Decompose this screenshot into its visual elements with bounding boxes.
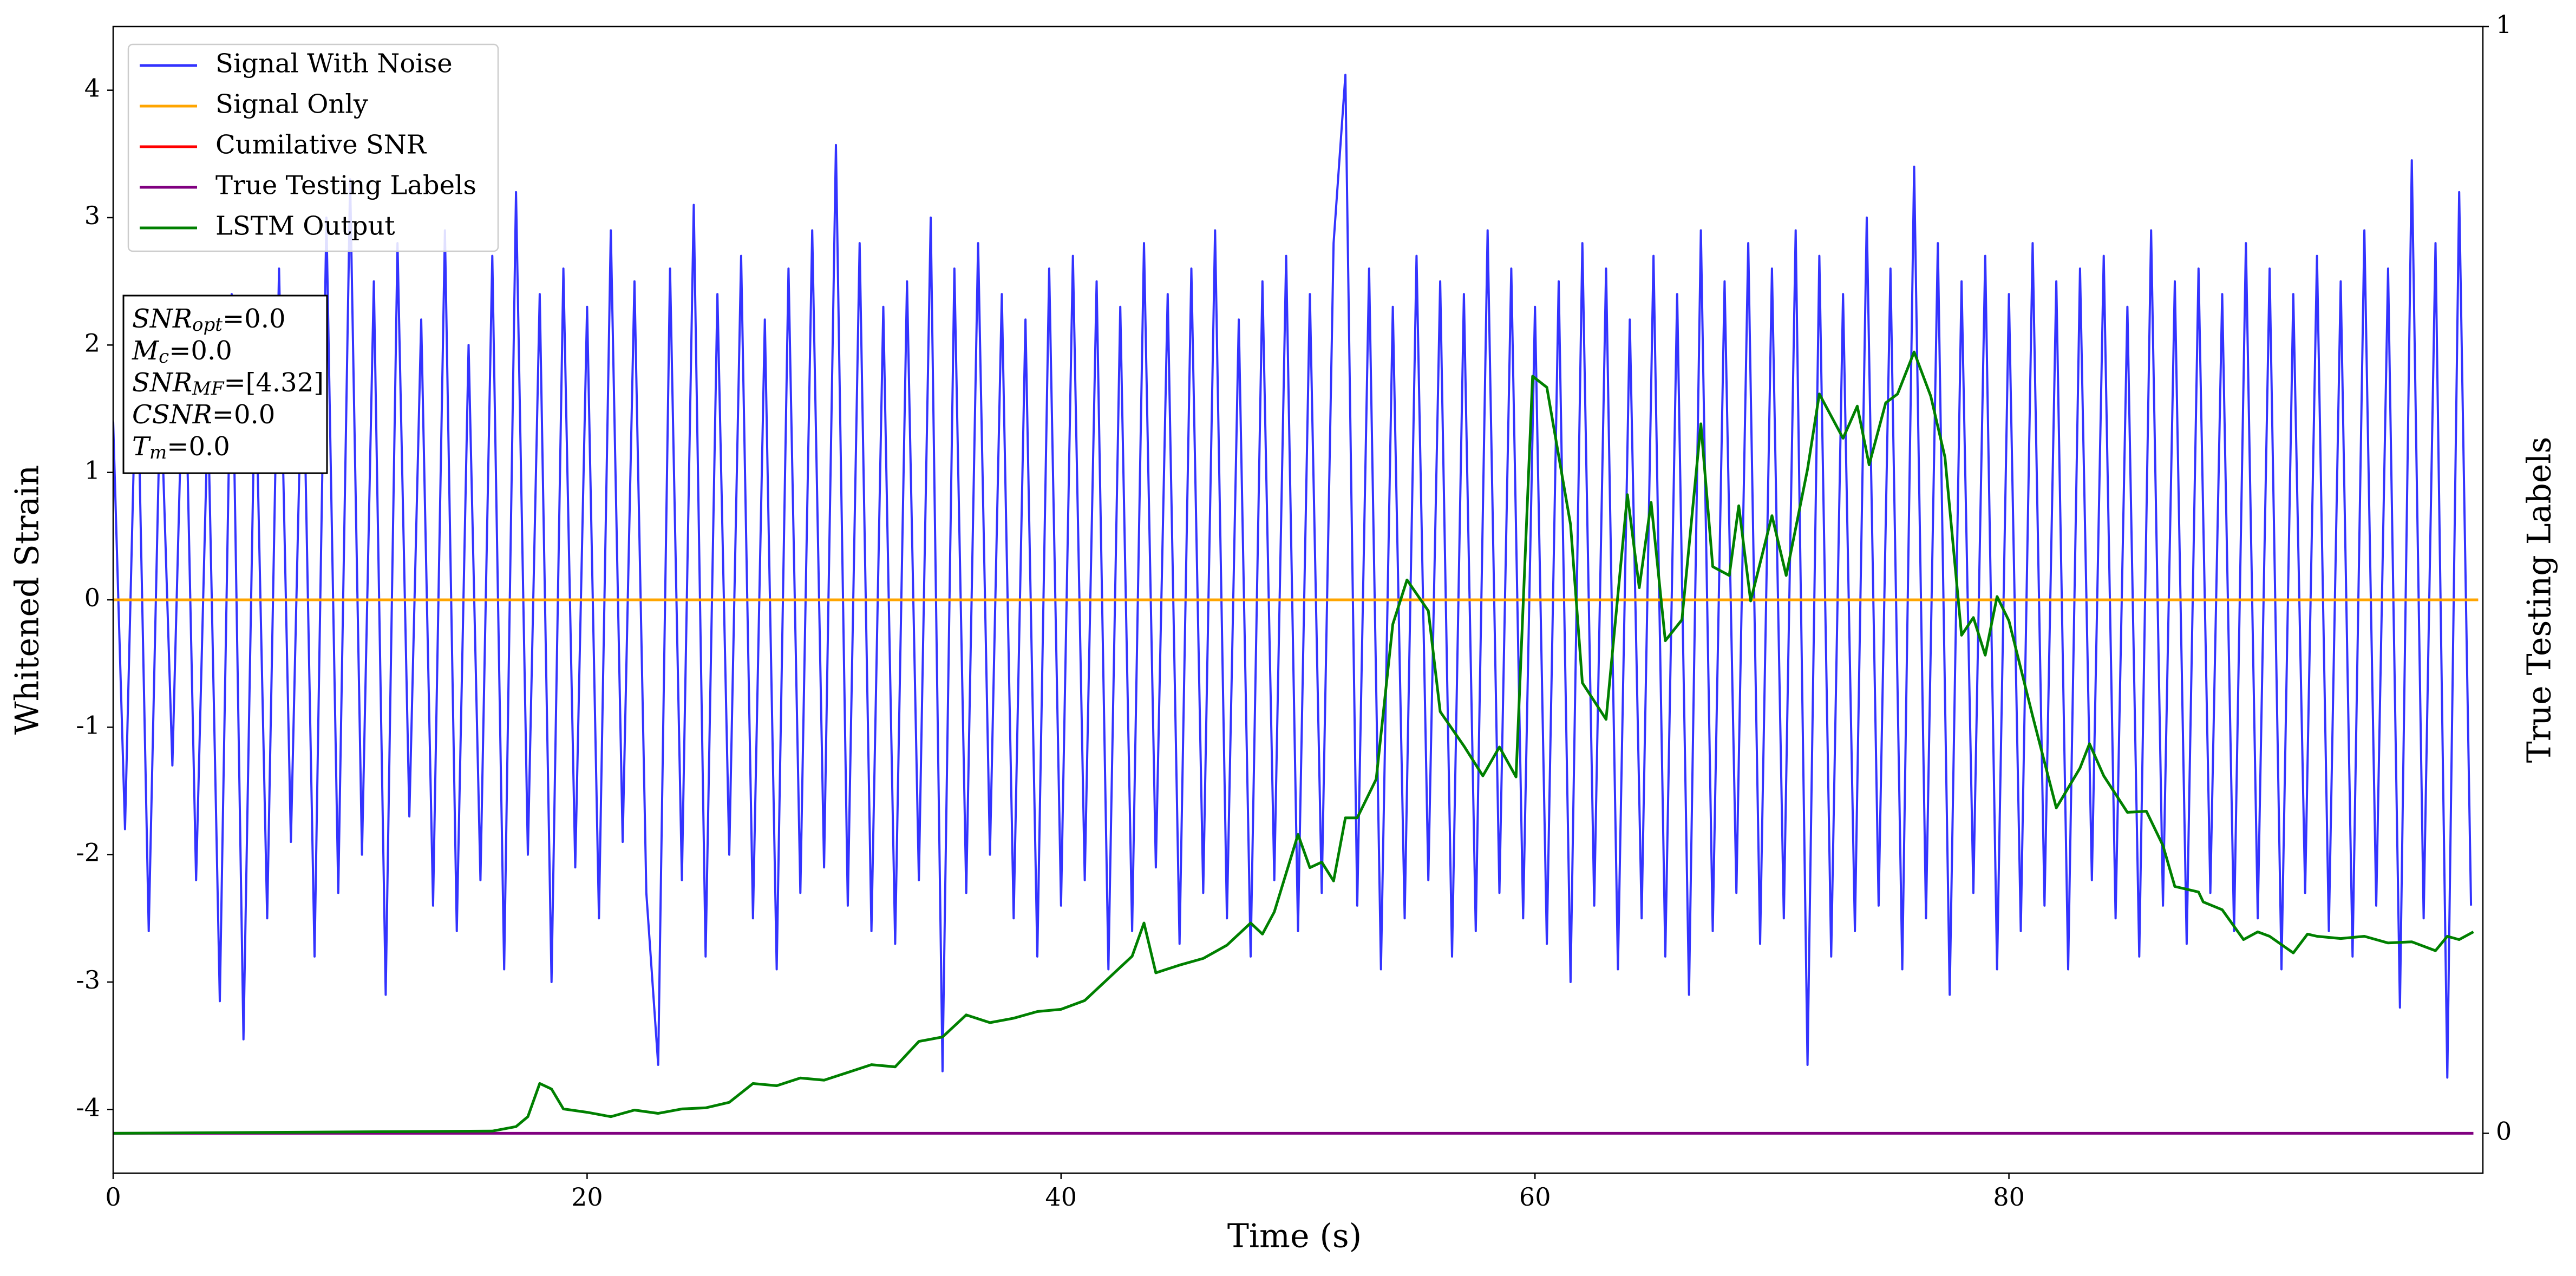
y-tick-label: -2 — [76, 838, 100, 867]
y-tick-label: 2 — [84, 328, 100, 357]
y-tick-label: -1 — [76, 710, 100, 740]
series-line — [113, 74, 2473, 1079]
annotation-line: CSNR=0.0 — [132, 400, 275, 430]
legend-label: Signal Only — [215, 89, 368, 120]
y-tick-label: -3 — [76, 965, 100, 994]
x-tick-label: 0 — [105, 1182, 121, 1212]
series-line — [113, 350, 2474, 1135]
plot-area — [113, 74, 2479, 1135]
y-tick-label: 3 — [84, 201, 100, 230]
annotation-subscript: opt — [192, 314, 223, 336]
annotation-value: =0.0 — [212, 400, 276, 430]
x-tick-label: 20 — [571, 1182, 603, 1212]
x-tick-label: 60 — [1519, 1182, 1551, 1212]
annotation-symbol: SNR — [132, 304, 192, 334]
annotation-subscript: MF — [192, 378, 225, 400]
y2-tick-label: 1 — [2496, 10, 2512, 39]
legend-box — [127, 43, 499, 252]
annotation-value: =[4.32] — [224, 368, 324, 398]
legend: Signal With Noise Signal Only Cumilative S… — [127, 43, 499, 252]
annotation-symbol: SNR — [132, 368, 192, 398]
annotation-symbol: M — [132, 336, 160, 366]
annotation-symbol: T — [132, 431, 151, 462]
y-tick-label: 0 — [84, 583, 100, 612]
x-axis-label: Time (s) — [1227, 1218, 1362, 1255]
x-tick-label: 40 — [1045, 1182, 1077, 1212]
annotation-symbol: CSNR — [132, 400, 212, 430]
annotation-line: SNRMF=[4.32] — [132, 368, 324, 400]
annotation-value: =0.0 — [169, 336, 232, 366]
annotation-line: SNRopt=0.0 — [132, 304, 286, 336]
y2-tick-label: 0 — [2496, 1116, 2512, 1146]
plot-frame — [112, 25, 2484, 1174]
annotation-line: Tm=0.0 — [132, 431, 230, 464]
legend-label: Cumilative SNR — [215, 130, 427, 160]
legend-label: LSTM Output — [215, 211, 395, 241]
x-tick-label: 80 — [1993, 1182, 2025, 1212]
annotation-value: =0.0 — [167, 431, 230, 462]
y-tick-label: 1 — [84, 456, 100, 485]
y-tick-label: -4 — [76, 1092, 100, 1122]
y-axis-label: Whitened Strain — [9, 465, 47, 735]
y2-axis-label: True Testing Labels — [2521, 437, 2559, 763]
annotation-line: Mc=0.0 — [132, 336, 232, 368]
annotation-value: =0.0 — [223, 304, 286, 334]
legend-label: Signal With Noise — [215, 49, 453, 79]
annotation: SNRopt=0.0Mc=0.0SNRMF=[4.32]CSNR=0.0Tm=0… — [122, 295, 328, 474]
y-tick-label: 4 — [84, 74, 100, 103]
legend-label: True Testing Labels — [215, 171, 476, 201]
annotation-subscript: m — [149, 442, 167, 463]
annotation-box — [122, 295, 328, 474]
annotation-subscript: c — [159, 346, 169, 368]
